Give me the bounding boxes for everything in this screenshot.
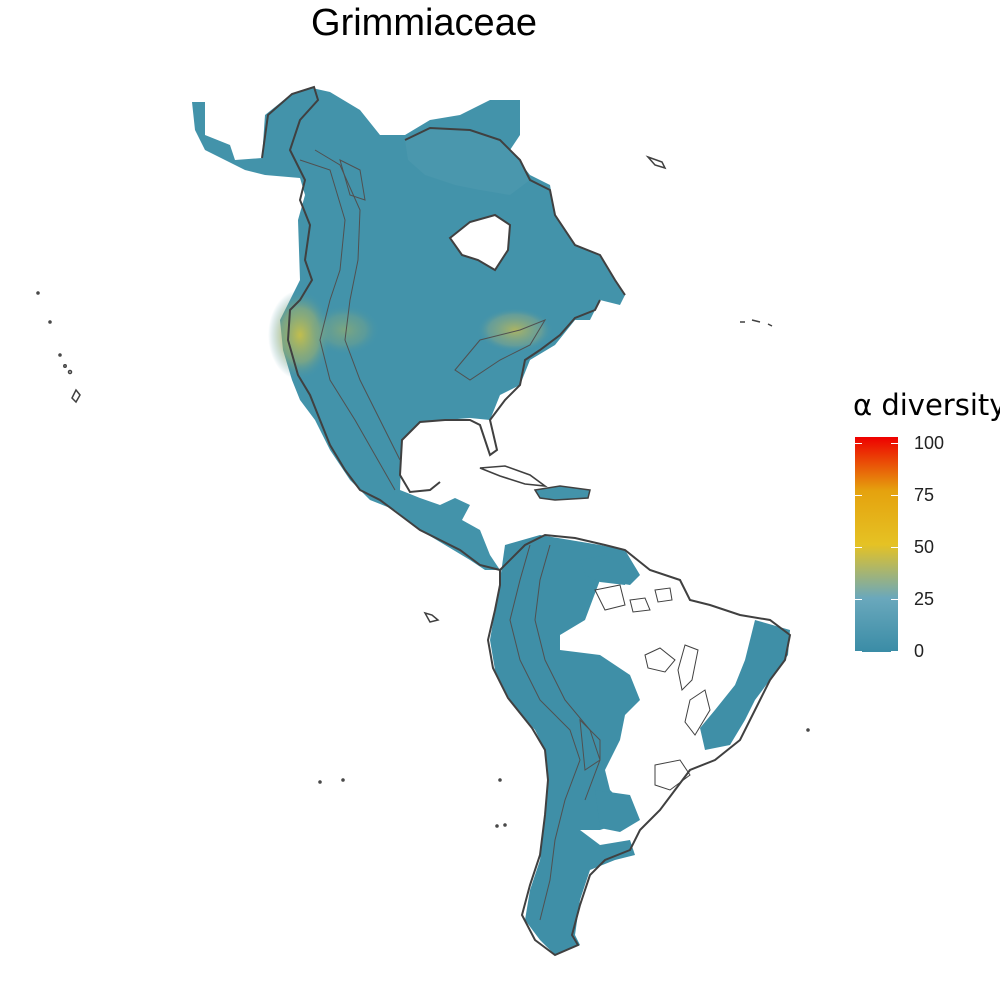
caribbean-islands xyxy=(533,485,591,501)
legend-tick-label: 0 xyxy=(914,641,925,661)
pacific-islands xyxy=(36,155,810,828)
legend-tick-label: 75 xyxy=(914,485,935,505)
arctic-outline xyxy=(404,126,626,296)
cuba-outline xyxy=(479,465,548,488)
southern-brazil-raster xyxy=(595,790,640,832)
legend-tick-mark xyxy=(891,547,898,548)
south-america-coastline xyxy=(486,533,792,957)
north-america-raster xyxy=(192,88,625,570)
legend-tick-mark xyxy=(855,599,862,600)
highland-outlines xyxy=(594,584,711,791)
hotspot-pacific-northwest xyxy=(268,290,332,380)
legend-title: α diversity xyxy=(853,388,1000,422)
ecoregion-contours xyxy=(299,149,601,921)
north-america-coastline xyxy=(261,85,501,571)
south-america-raster xyxy=(490,535,640,955)
hotspot-great-lakes xyxy=(477,308,553,352)
legend-tick-mark xyxy=(891,651,898,652)
hudson-bay-outline xyxy=(448,213,512,272)
gulf-of-mexico xyxy=(400,420,495,492)
legend-tick-label: 25 xyxy=(914,589,935,609)
arctic-islands-raster xyxy=(405,128,530,195)
legend-tick-mark xyxy=(855,495,862,496)
legend-tick-mark xyxy=(891,443,898,444)
hudson-bay xyxy=(450,215,510,270)
east-coast-outline xyxy=(398,299,601,494)
legend-tick-mark xyxy=(855,443,862,444)
legend-tick-mark xyxy=(855,651,862,652)
legend-tick-mark xyxy=(891,599,898,600)
map-title: Grimmiaceae xyxy=(311,2,537,44)
legend-tick-label: 50 xyxy=(914,537,935,557)
venezuela-raster xyxy=(580,555,630,585)
legend-tick-mark xyxy=(891,495,898,496)
brazil-east-coast-raster xyxy=(700,620,790,750)
hotspot-rockies xyxy=(310,305,380,355)
legend-tick-label: 100 xyxy=(914,433,945,453)
legend-tick-mark xyxy=(855,547,862,548)
legend-colorbar xyxy=(855,437,898,652)
